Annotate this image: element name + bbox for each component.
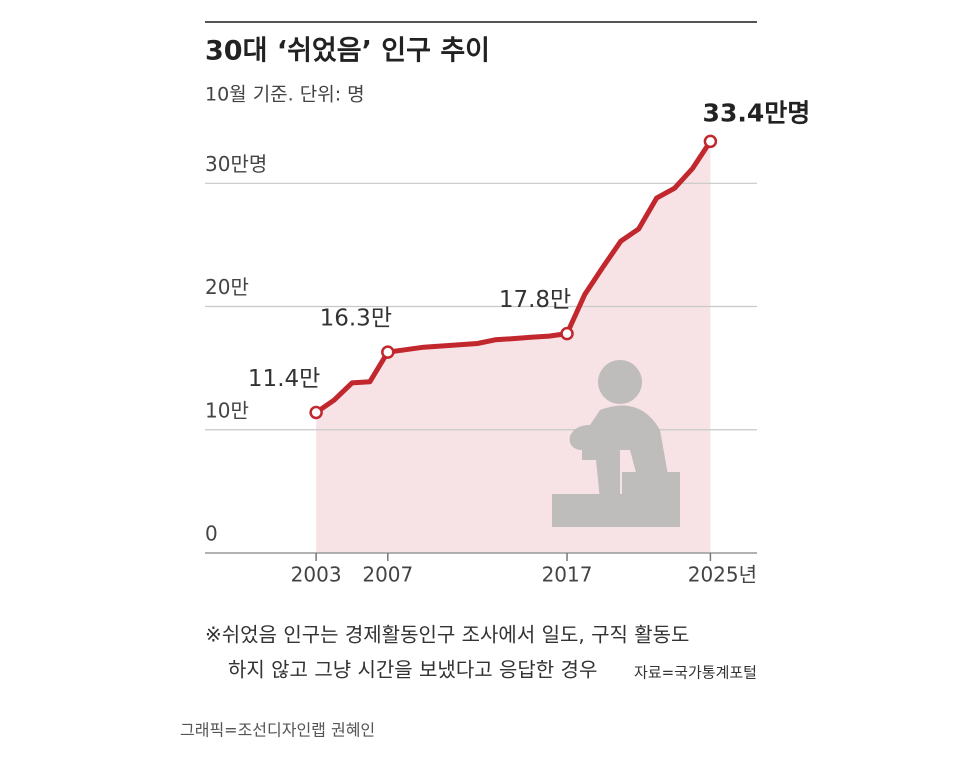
x-tick-label: 2017 <box>542 563 593 587</box>
chart-subtitle: 10월 기준. 단위: 명 <box>205 84 365 106</box>
y-tick-label: 30만명 <box>205 152 267 176</box>
x-tick-label: 2003 <box>291 563 342 587</box>
person-icon <box>552 360 680 527</box>
point-marker <box>703 134 718 149</box>
chart-title: 30대 ‘쉬었음’ 인구 추이 <box>205 36 490 67</box>
footnote-line: 하지 않고 그냥 시간을 보냈다고 응답한 경우 <box>228 658 597 682</box>
line <box>314 140 713 415</box>
icon-step <box>552 494 680 527</box>
footnote-line: ※쉬었음 인구는 경제활동인구 조사에서 일도, 구직 활동도 <box>205 623 689 647</box>
y-tick-label: 20만 <box>205 275 249 299</box>
icon-leg <box>582 440 620 500</box>
x-tick-label: 2007 <box>362 563 413 587</box>
x-tick-label: 2025년 <box>688 563 757 587</box>
source: 자료=국가통계포털 <box>634 664 757 682</box>
data-label: 11.4만 <box>248 366 320 392</box>
point-marker <box>560 326 574 341</box>
y-tick-label: 0 <box>205 522 218 546</box>
y-tick-label: 10만 <box>205 398 249 422</box>
data-label: 16.3만 <box>320 306 392 332</box>
point-marker <box>309 405 323 420</box>
data-label: 33.4만명 <box>703 98 811 127</box>
plot-area: 0 10만 20만 30만명 2003 2007 2017 2025년 11.4만 16.3만 17… <box>205 98 811 587</box>
icon-head <box>598 360 642 404</box>
data-label: 17.8만 <box>499 287 571 313</box>
credit: 그래픽=조선디자인랩 권혜인 <box>180 721 375 740</box>
point-marker <box>381 345 395 359</box>
